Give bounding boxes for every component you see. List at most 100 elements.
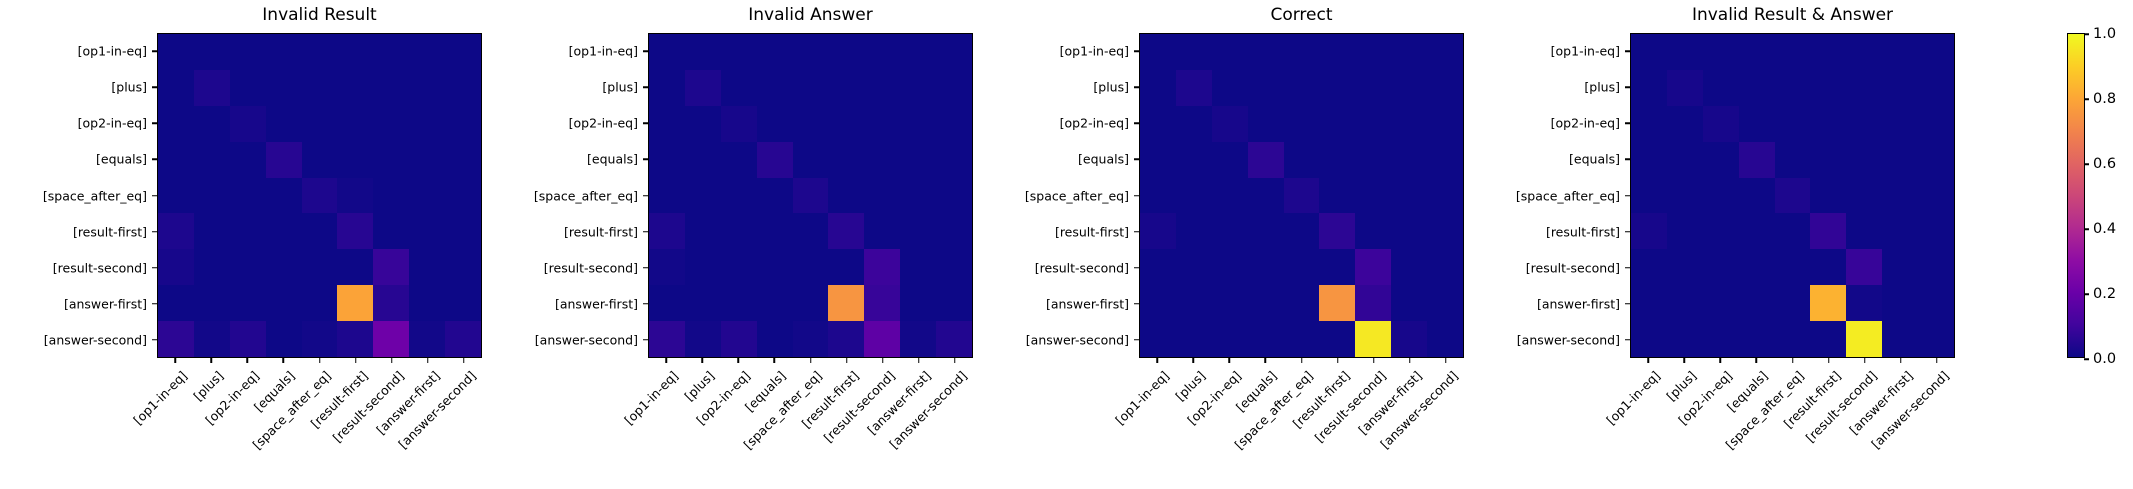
heatmap-cell — [1846, 285, 1883, 322]
heatmap-cell — [1882, 34, 1919, 70]
y-tick-label: [op2-in-eq] — [77, 115, 147, 131]
heatmap-cell — [409, 34, 446, 70]
heatmap-cell — [1355, 34, 1392, 70]
heatmap-cell — [1738, 213, 1775, 250]
heatmap-cell — [265, 34, 302, 70]
heatmap-cell — [158, 321, 194, 357]
x-tick-mark — [354, 358, 357, 363]
heatmap-cell — [1810, 213, 1847, 250]
heatmap-cell — [337, 105, 374, 142]
heatmap-cell — [1774, 34, 1811, 70]
heatmap-cell — [265, 177, 302, 214]
y-tick-mark — [643, 339, 648, 341]
heatmap-cell — [1283, 69, 1320, 106]
y-tick-mark — [1134, 339, 1139, 341]
heatmap-cell — [1175, 213, 1212, 250]
heatmap-cell — [684, 249, 721, 286]
heatmap-cell — [900, 249, 937, 286]
heatmap-cell — [1666, 69, 1703, 106]
heatmap-cell — [1355, 213, 1392, 250]
heatmap-cell — [792, 141, 829, 178]
heatmap-cell — [684, 177, 721, 214]
x-tick-mark — [809, 358, 812, 363]
heatmap-cell — [828, 321, 865, 357]
heatmap-cell — [337, 321, 374, 357]
y-tick-label: [answer-first] — [1536, 296, 1620, 312]
heatmap-cell — [684, 105, 721, 142]
y-tick-mark — [643, 86, 648, 88]
heatmap-cell — [301, 69, 338, 106]
y-tick-mark — [152, 86, 157, 88]
heatmap-cell — [1918, 285, 1954, 322]
heatmap-cell — [265, 105, 302, 142]
heatmap-cell — [1319, 69, 1356, 106]
heatmap-cell — [1882, 249, 1919, 286]
x-tick-mark — [1409, 358, 1411, 363]
heatmap-cell — [1391, 69, 1428, 106]
heatmap-cell — [1631, 249, 1667, 286]
heatmap-cell — [265, 321, 302, 357]
heatmap-cell — [301, 177, 338, 214]
heatmap-cell — [1355, 177, 1392, 214]
heatmap-cell — [1391, 141, 1428, 178]
heatmap-cell — [337, 249, 374, 286]
heatmap-cell — [1666, 141, 1703, 178]
heatmap-cell — [193, 285, 230, 322]
heatmap-cell — [756, 249, 793, 286]
heatmap-cell — [265, 249, 302, 286]
x-tick-mark — [1336, 358, 1339, 363]
heatmap-cell — [1140, 141, 1176, 178]
x-tick-mark — [773, 358, 776, 363]
heatmap-cell — [1918, 177, 1954, 214]
heatmap-cell — [1774, 213, 1811, 250]
heatmap-cell — [1283, 285, 1320, 322]
heatmap-cell — [828, 105, 865, 142]
heatmap-cell — [936, 69, 972, 106]
heatmap-cell — [936, 105, 972, 142]
heatmap-cell — [445, 213, 481, 250]
heatmap-cell — [1882, 177, 1919, 214]
heatmap-cell — [1846, 105, 1883, 142]
x-tick-mark — [1156, 358, 1158, 363]
heatmap-cell — [1774, 69, 1811, 106]
heatmap-cell — [1283, 105, 1320, 142]
heatmap-cell — [720, 141, 757, 178]
heatmap-cell — [229, 69, 266, 106]
y-tick-mark — [643, 230, 648, 233]
y-tick-mark — [1134, 266, 1139, 269]
colorbar-tick-mark — [2084, 98, 2089, 100]
y-tick-label: [answer-first] — [1045, 296, 1129, 312]
x-tick-mark — [463, 358, 465, 363]
heatmap-cell — [1140, 249, 1176, 286]
heatmap-cell — [1738, 105, 1775, 142]
heatmap-cell — [864, 69, 901, 106]
heatmap-cell — [1738, 69, 1775, 106]
heatmap-cell — [684, 69, 721, 106]
heatmap-cell — [409, 321, 446, 357]
heatmap-cell — [936, 141, 972, 178]
heatmap-cell — [1283, 34, 1320, 70]
x-tick-mark — [282, 358, 285, 363]
heatmap-cell — [936, 285, 972, 322]
heatmap-cell — [1319, 141, 1356, 178]
heatmap-cell — [373, 69, 410, 106]
colorbar-tick-mark — [2084, 293, 2089, 295]
heatmap-cell — [1882, 321, 1919, 357]
heatmap-cell — [792, 249, 829, 286]
y-tick-mark — [1134, 50, 1139, 52]
heatmap-cell — [373, 34, 410, 70]
heatmap-cell — [1211, 321, 1248, 357]
heatmap-cell — [684, 321, 721, 357]
heatmap-cell — [1774, 141, 1811, 178]
heatmap-cell — [1211, 69, 1248, 106]
x-tick-mark — [210, 358, 212, 363]
heatmap-cell — [1666, 249, 1703, 286]
heatmap-cell — [409, 213, 446, 250]
y-tick-label: [result-second] — [52, 260, 147, 276]
heatmap-cell — [1140, 177, 1176, 214]
heatmap-cell — [649, 177, 685, 214]
heatmap-cell — [1846, 321, 1883, 357]
y-tick-mark — [1625, 194, 1630, 197]
heatmap-cell — [373, 321, 410, 357]
heatmap-cell — [409, 69, 446, 106]
